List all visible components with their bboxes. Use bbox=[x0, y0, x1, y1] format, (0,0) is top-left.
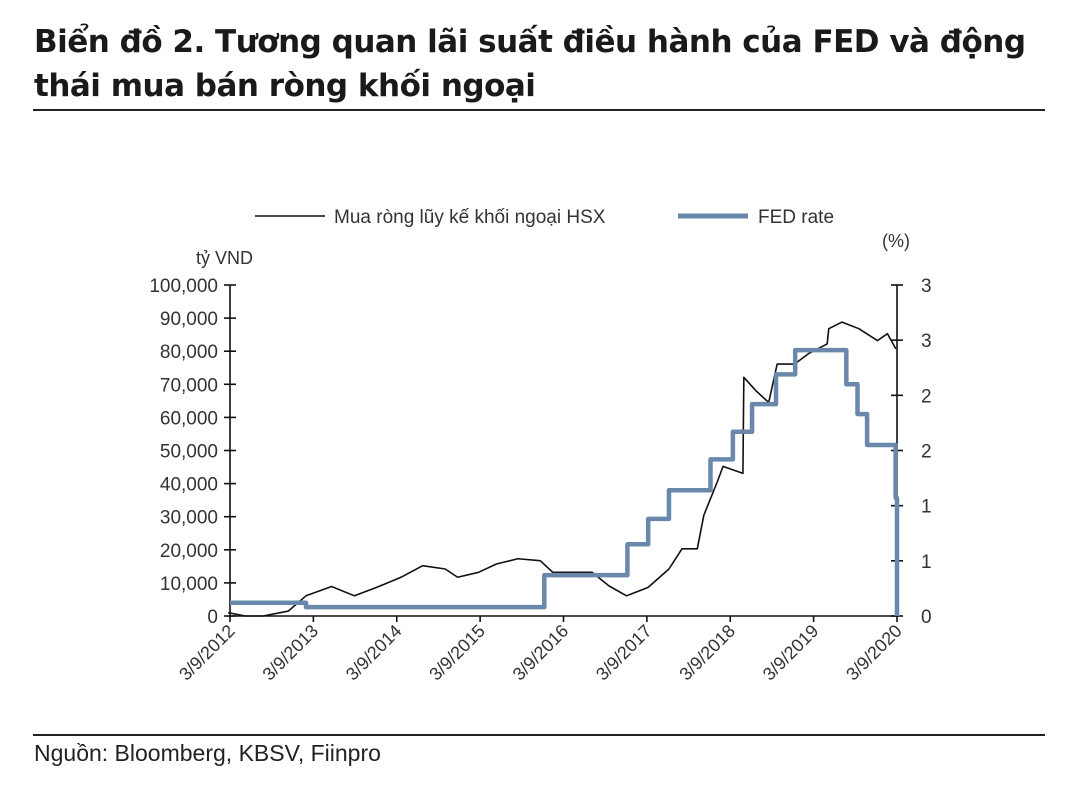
y2-tick-label: 2 bbox=[921, 442, 932, 463]
x-tick-label: 3/9/2012 bbox=[175, 621, 239, 685]
title-divider bbox=[33, 109, 1045, 111]
y-tick-label: 50,000 bbox=[160, 442, 218, 463]
y-tick-label: 10,000 bbox=[160, 574, 218, 595]
x-tick-label: 3/9/2017 bbox=[592, 621, 656, 685]
y-tick-label: 90,000 bbox=[160, 309, 218, 330]
y-tick-label: 0 bbox=[207, 607, 218, 628]
x-tick-label: 3/9/2019 bbox=[759, 621, 823, 685]
series-line-fed-rate bbox=[230, 347, 900, 616]
y-tick-label: 30,000 bbox=[160, 508, 218, 529]
y2-tick-label: 1 bbox=[921, 497, 932, 518]
y-tick-label: 40,000 bbox=[160, 475, 218, 496]
source-note: Nguồn: Bloomberg, KBSV, Fiinpro bbox=[34, 740, 381, 766]
x-tick-label: 3/9/2013 bbox=[259, 621, 323, 685]
y-tick-label: 20,000 bbox=[160, 541, 218, 562]
y2-tick-label: 2 bbox=[921, 386, 932, 407]
y-tick-label: 70,000 bbox=[160, 375, 218, 396]
y2-tick-label: 3 bbox=[921, 331, 932, 352]
y-axis-title: tỷ VND bbox=[196, 248, 253, 268]
y2-tick-label: 0 bbox=[921, 607, 932, 628]
x-tick-label: 3/9/2020 bbox=[842, 621, 906, 685]
legend-label-fed-rate: FED rate bbox=[758, 207, 834, 228]
y2-axis-title: (%) bbox=[882, 231, 910, 251]
y-tick-label: 100,000 bbox=[149, 276, 218, 297]
legend-label-net-buy: Mua ròng lũy kế khối ngoại HSX bbox=[334, 207, 606, 228]
y2-tick-label: 3 bbox=[921, 276, 932, 297]
x-tick-label: 3/9/2015 bbox=[425, 621, 489, 685]
y-tick-label: 80,000 bbox=[160, 342, 218, 363]
legend: Mua ròng lũy kế khối ngoại HSX FED rate bbox=[255, 207, 834, 228]
y-tick-label: 60,000 bbox=[160, 408, 218, 429]
x-tick-label: 3/9/2014 bbox=[342, 621, 406, 685]
x-tick-label: 3/9/2018 bbox=[675, 621, 739, 685]
chart-title: Biển đồ 2. Tương quan lãi suất điều hành… bbox=[34, 24, 1026, 104]
source-divider bbox=[33, 734, 1045, 736]
x-tick-label: 3/9/2016 bbox=[509, 621, 573, 685]
y2-tick-label: 1 bbox=[921, 552, 932, 573]
